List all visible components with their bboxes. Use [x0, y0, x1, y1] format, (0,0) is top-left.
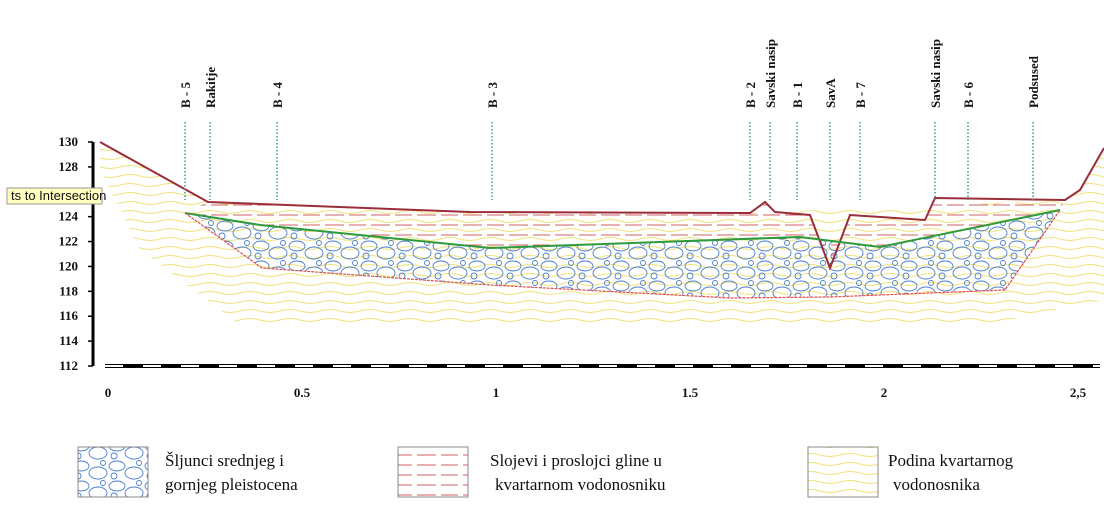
- profile-label: B - 1: [790, 82, 805, 108]
- gravel-layer: [185, 210, 1060, 298]
- y-tick-label: 128: [59, 159, 79, 174]
- y-tick-label: 130: [59, 134, 79, 149]
- legend-swatch: [77, 446, 149, 498]
- y-tick-label: 122: [59, 234, 79, 249]
- y-tick-label: 114: [59, 333, 78, 348]
- legend: [77, 446, 879, 498]
- legend-swatch: [807, 446, 879, 498]
- clay-layer: [185, 198, 1065, 268]
- x-tick-label: 0: [105, 385, 112, 400]
- legend-label: kvartarnom vodonosniku: [495, 475, 666, 494]
- legend-label: Šljunci srednjeg i: [165, 451, 284, 470]
- tooltip-box: [6, 187, 103, 205]
- x-tick-label: 2,5: [1070, 385, 1087, 400]
- section-layers: [99, 141, 1104, 325]
- legend-label: vodonosnika: [893, 475, 980, 494]
- profile-label: Savski nasip: [763, 39, 778, 108]
- y-tick-label: 112: [59, 358, 78, 373]
- profile-label: Podsused: [1026, 55, 1041, 108]
- x-tick-label: 0.5: [294, 385, 311, 400]
- gravel-base-line: [184, 209, 1061, 299]
- profile-label: B - 7: [853, 82, 868, 109]
- water-line: [184, 209, 1061, 250]
- profile-label: B - 6: [961, 82, 976, 109]
- legend-label: Slojevi i proslojci gline u: [490, 451, 662, 470]
- x-tick-label: 2: [881, 385, 888, 400]
- y-tick-label: 124: [59, 209, 79, 224]
- legend-label: Podina kvartarnog: [888, 451, 1014, 470]
- profile-label: SavA: [823, 78, 838, 108]
- profile-label: B - 2: [743, 82, 758, 108]
- x-tick-label: 1: [493, 385, 500, 400]
- x-tick-label: 1.5: [682, 385, 699, 400]
- surface-line: [99, 141, 1104, 271]
- profile-label: B - 5: [178, 82, 193, 109]
- profile-label: B - 4: [270, 82, 285, 109]
- profile-label: Savski nasip: [928, 39, 943, 108]
- profile-label: B - 3: [485, 82, 500, 109]
- y-tick-label: 118: [59, 283, 78, 298]
- profile-label: Rakitje: [203, 67, 218, 108]
- y-tick-label: 116: [59, 308, 78, 323]
- y-tick-label: 120: [59, 258, 79, 273]
- legend-label: gornjeg pleistocena: [165, 475, 298, 494]
- legend-swatch: [397, 446, 469, 498]
- tooltip-text: ts to Intersection: [11, 188, 106, 203]
